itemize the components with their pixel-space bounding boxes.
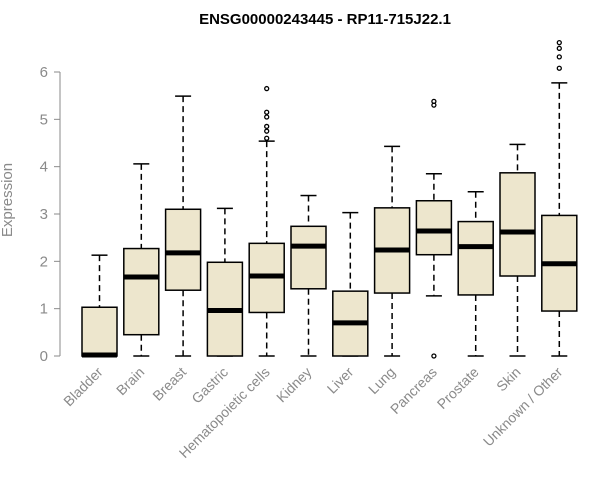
iqr-box: [499, 172, 536, 277]
outlier-point: [264, 109, 270, 115]
outlier-point: [556, 40, 562, 46]
x-tick-label: Bladder: [60, 364, 106, 410]
x-tick-label: Unknown / Other: [480, 364, 566, 450]
box-group: [123, 163, 160, 357]
iqr-box: [123, 247, 160, 336]
y-tick-label: 5: [40, 111, 48, 128]
box-group: [332, 211, 369, 357]
outlier-point: [431, 98, 437, 104]
outlier-point: [556, 54, 562, 60]
x-tick-label: Prostate: [434, 364, 482, 412]
outlier-point: [264, 114, 270, 120]
iqr-box: [457, 220, 494, 296]
box-group: [290, 194, 327, 357]
iqr-box: [290, 225, 327, 290]
iqr-box: [164, 208, 202, 291]
x-tick-label: Kidney: [273, 364, 315, 406]
chart-title: ENSG00000243445 - RP11-715J22.1: [199, 11, 451, 28]
y-tick-label: 4: [40, 159, 48, 176]
box-group: [415, 98, 453, 359]
x-tick-label: Breast: [149, 364, 189, 404]
outlier-point: [264, 135, 270, 141]
box-group: [541, 40, 578, 357]
box-group: [81, 254, 118, 358]
iqr-box: [81, 306, 118, 357]
y-tick-label: 1: [40, 301, 48, 318]
outlier-point: [556, 65, 562, 71]
outlier-point: [264, 123, 270, 130]
box-group: [206, 207, 244, 357]
outlier-point: [264, 85, 270, 92]
x-tick-label: Skin: [493, 364, 524, 395]
outlier-point: [431, 353, 437, 359]
y-axis: 0 1 2 3 4 5 6: [40, 64, 61, 365]
box-group: [248, 85, 285, 357]
y-tick-label: 2: [40, 253, 48, 270]
box-group: [164, 95, 202, 357]
y-axis-label: Expression: [0, 163, 16, 237]
box-group: [373, 145, 411, 357]
box-group: [457, 191, 494, 357]
x-tick-label: Lung: [365, 364, 398, 397]
y-tick-label: 3: [40, 206, 48, 223]
outlier-point: [264, 128, 270, 134]
x-tick-label: Brain: [113, 364, 147, 398]
y-tick-label: 6: [40, 64, 48, 81]
x-tick-label: Liver: [324, 364, 357, 397]
y-tick-label: 0: [40, 348, 48, 365]
boxes-layer: [81, 40, 578, 359]
outlier-point: [556, 45, 562, 51]
iqr-box: [415, 199, 453, 256]
box-group: [499, 143, 536, 357]
